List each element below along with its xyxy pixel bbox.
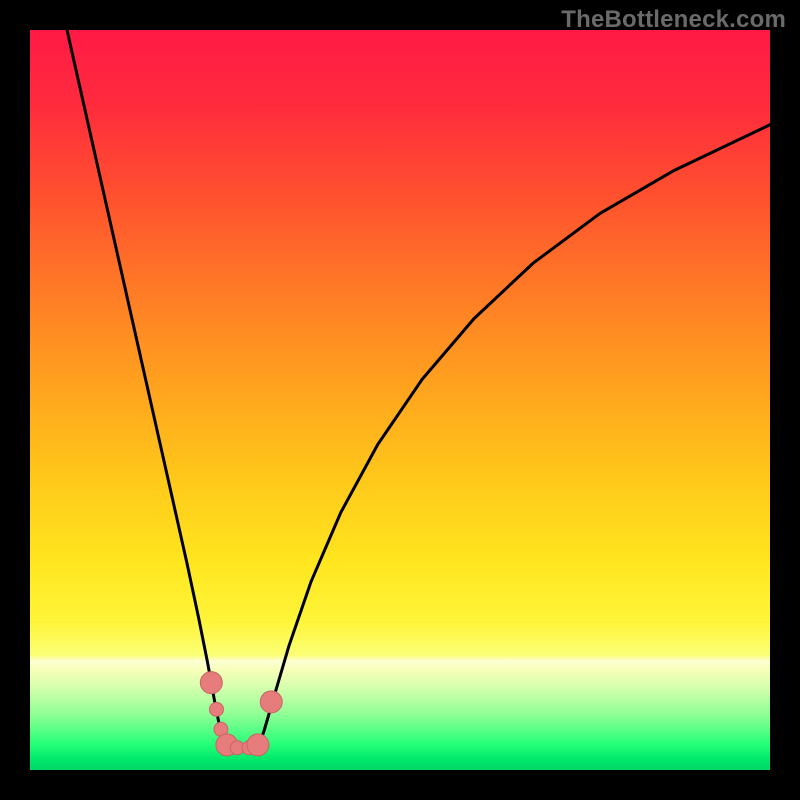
- data-marker: [200, 672, 222, 694]
- curve-path: [67, 30, 770, 748]
- watermark-text: TheBottleneck.com: [561, 6, 786, 34]
- data-marker: [247, 734, 269, 756]
- data-marker: [209, 702, 223, 716]
- bottleneck-curve: [30, 30, 770, 770]
- stage: TheBottleneck.com: [0, 0, 800, 800]
- plot-area: [30, 30, 770, 770]
- data-marker: [260, 691, 282, 713]
